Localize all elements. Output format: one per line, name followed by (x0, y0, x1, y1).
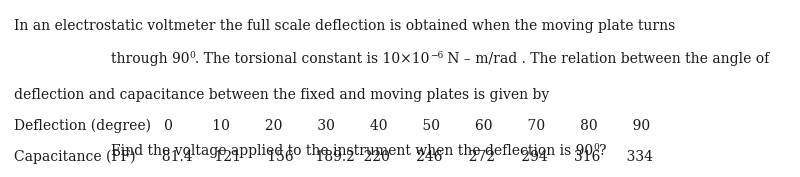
Text: 0: 0 (594, 143, 599, 152)
Text: −6: −6 (430, 51, 443, 60)
Text: In an electrostatic voltmeter the full scale deflection is obtained when the mov: In an electrostatic voltmeter the full s… (14, 19, 676, 33)
Text: ?: ? (599, 144, 606, 158)
Text: Deflection (degree)   0         10        20        30        40        50      : Deflection (degree) 0 10 20 30 40 50 (14, 119, 650, 133)
Text: Capacitance (PF)      81.4     121      156     189.2  220      246      272    : Capacitance (PF) 81.4 121 156 189.2 220 … (14, 150, 654, 164)
Text: 0: 0 (190, 51, 195, 60)
Text: deflection and capacitance between the fixed and moving plates is given by: deflection and capacitance between the f… (14, 88, 550, 102)
Text: N – m/rad . The relation between the angle of: N – m/rad . The relation between the ang… (443, 52, 770, 66)
Text: . The torsional constant is 10×10: . The torsional constant is 10×10 (195, 52, 430, 66)
Text: through 90: through 90 (111, 52, 190, 66)
Text: Find the voltage applied to the instrument when the deflection is 90: Find the voltage applied to the instrume… (111, 144, 594, 158)
